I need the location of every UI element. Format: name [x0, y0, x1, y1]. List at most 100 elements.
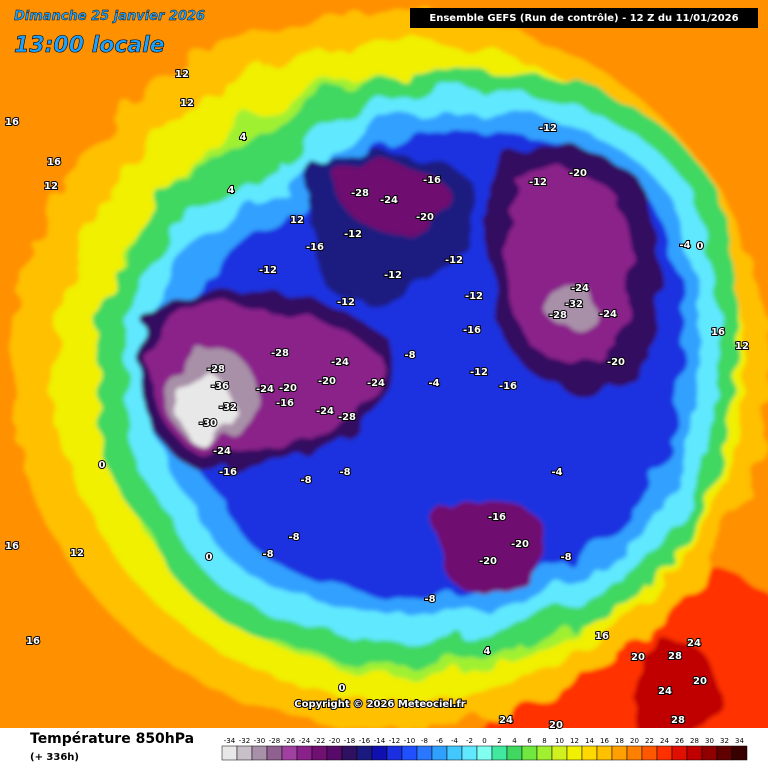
contour-label: 0: [339, 683, 346, 694]
contour-label: 20: [549, 720, 563, 731]
legend-swatch: [716, 745, 733, 761]
contour-label: 4: [484, 646, 491, 657]
contour-label: -16: [488, 512, 506, 523]
contour-label: -4: [428, 378, 439, 389]
contour-label: 12: [735, 341, 749, 352]
contour-label: -28: [549, 310, 567, 321]
contour-label: 16: [5, 117, 19, 128]
contour-label: 4: [228, 185, 235, 196]
contour-label: -8: [339, 467, 350, 478]
contour-label: -12: [445, 255, 463, 266]
legend-tick: -16: [359, 737, 371, 745]
time: 13:00 locale: [14, 33, 165, 58]
contour-label: -24: [331, 357, 349, 368]
contour-label: 24: [687, 638, 701, 649]
legend-tick: -2: [466, 737, 473, 745]
legend-tick: -20: [329, 737, 340, 745]
legend-tick: -28: [269, 737, 280, 745]
legend-tick: 28: [690, 737, 699, 745]
legend-swatch: [341, 745, 358, 761]
contour-label: -24: [256, 384, 274, 395]
legend-swatch: [326, 745, 343, 761]
contour-label: 24: [658, 686, 672, 697]
legend-swatch: [551, 745, 568, 761]
legend-tick: -34: [224, 737, 236, 745]
legend-tick: -12: [389, 737, 400, 745]
legend-swatch: [641, 745, 658, 761]
legend-tick: 24: [660, 737, 669, 745]
legend-swatch: [236, 745, 253, 761]
contour-label: 28: [671, 715, 685, 726]
contour-label: -12: [384, 270, 402, 281]
contour-label: -16: [499, 381, 517, 392]
contour-label: -20: [607, 357, 625, 368]
legend-swatch: [281, 745, 298, 761]
contour-label: -36: [211, 381, 229, 392]
contour-label: -16: [463, 325, 481, 336]
legend-swatch: [461, 745, 478, 761]
contour-label: -12: [259, 265, 277, 276]
legend-swatch: [506, 745, 523, 761]
legend-tick: 2: [497, 737, 501, 745]
cold-core-b: [509, 168, 633, 363]
contour-label: -8: [404, 350, 415, 361]
contour-label: 20: [631, 652, 645, 663]
contour-label: 16: [26, 636, 40, 647]
contour-label: -28: [207, 364, 225, 375]
run-box: [410, 8, 758, 28]
contour-label: -30: [199, 418, 217, 429]
legend-swatch: [566, 745, 583, 761]
legend: -34 -32 -30 -28 -26 -24 -22 -20 -18 -16 -14 -12 -10-…: [221, 737, 748, 761]
contour-label: -4: [679, 240, 690, 251]
contour-label: 24: [499, 715, 513, 726]
contour-label: -20: [479, 556, 497, 567]
contour-label: 0: [697, 241, 704, 252]
legend-tick: -18: [344, 737, 355, 745]
contour-label: -24: [213, 446, 231, 457]
legend-tick: 32: [720, 737, 729, 745]
contour-label: -24: [380, 195, 398, 206]
legend-swatch: [446, 745, 463, 761]
legend-tick: 20: [630, 737, 639, 745]
warm-core: [633, 640, 720, 736]
legend-tick: 22: [645, 737, 654, 745]
legend-swatch: [251, 745, 268, 761]
legend-tick: -30: [254, 737, 265, 745]
contour-label: 12: [44, 181, 58, 192]
contour-label: -8: [288, 532, 299, 543]
contour-label: -16: [276, 398, 294, 409]
contour-label: -28: [338, 412, 356, 423]
legend-tick: 8: [542, 737, 546, 745]
contour-label: -32: [219, 402, 237, 413]
legend-swatch: [686, 745, 703, 761]
cold-peak-c: [177, 375, 233, 445]
legend-swatch: [401, 745, 418, 761]
legend-tick: 10: [555, 737, 564, 745]
legend-tick: -32: [239, 737, 250, 745]
run-info: Ensemble GEFS (Run de contrôle) - 12 Z d…: [429, 12, 738, 24]
contour-label: -8: [300, 475, 311, 486]
contour-label: 12: [180, 98, 194, 109]
legend-swatch: [701, 745, 718, 761]
legend-tick: 16: [600, 737, 609, 745]
contour-label: -8: [424, 594, 435, 605]
legend-swatch: [221, 745, 238, 761]
legend-swatch: [491, 745, 508, 761]
legend-swatch: [521, 745, 538, 761]
cold-core-a: [330, 162, 448, 235]
contour-label: -12: [529, 177, 547, 188]
contour-label: -12: [344, 229, 362, 240]
legend-tick: 4: [512, 737, 517, 745]
contour-label: -12: [337, 297, 355, 308]
contour-label: -12: [539, 123, 557, 134]
legend-tick: 30: [705, 737, 714, 745]
contour-label: 16: [711, 327, 725, 338]
legend-swatch: [626, 745, 643, 761]
contour-label: -4: [551, 467, 562, 478]
legend-swatch: [296, 745, 313, 761]
contour-label: 4: [240, 132, 247, 143]
contour-label: -20: [511, 539, 529, 550]
contour-label: 16: [5, 541, 19, 552]
legend-swatch: [581, 745, 598, 761]
